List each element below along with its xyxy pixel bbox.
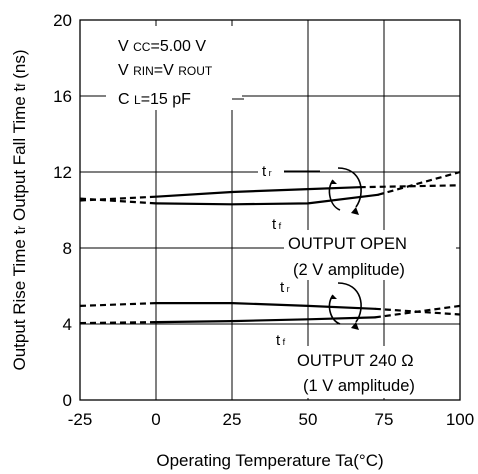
arrow-tf-open — [328, 179, 341, 211]
x-axis-title: Operating Temperature Ta(°C) — [156, 451, 383, 470]
label-bg — [272, 330, 292, 348]
x-tick-label: 75 — [375, 410, 394, 429]
series-tf-dashed-line — [374, 304, 461, 319]
x-tick-label: -25 — [68, 410, 93, 429]
plot-frame — [79, 19, 461, 401]
series-tf-solid-line — [154, 316, 376, 324]
condition-vcc: V CC=5.00 V — [118, 38, 206, 55]
y-tick-label: 8 — [63, 239, 72, 258]
y-tick-label: 16 — [53, 87, 72, 106]
y-tick-label: 0 — [63, 391, 72, 410]
arrow-tr-load — [337, 282, 362, 323]
arrowhead — [351, 207, 359, 215]
x-tick-label: 100 — [446, 410, 474, 429]
series-lines — [79, 170, 461, 325]
y-tick-label: 12 — [53, 163, 72, 182]
label-bg — [258, 160, 284, 180]
label-bg — [284, 230, 456, 280]
arrowhead — [351, 322, 359, 330]
label-bg — [270, 212, 288, 234]
condition-vrin: V RIN=V ROUT — [118, 62, 213, 79]
series-tr-dashed-line — [79, 302, 157, 307]
tf-label: t f — [276, 332, 286, 349]
series-tf-dashed-line — [79, 321, 157, 325]
x-tick-label: 25 — [223, 410, 242, 429]
tr-label: t r — [262, 163, 272, 180]
output-240-amplitude: (1 V amplitude) — [303, 377, 415, 395]
series-tr-solid-line — [154, 186, 361, 198]
series-tf-dashed-line — [377, 170, 461, 196]
condition-cl: C L=15 pF — [118, 91, 191, 108]
series-tr-solid-line — [154, 302, 376, 310]
arrow-tr-open — [337, 167, 362, 208]
tf-label: t f — [272, 216, 282, 233]
y-tick-label: 4 — [63, 315, 72, 334]
output-open-amplitude: (2 V amplitude) — [293, 261, 405, 279]
label-bg — [292, 346, 452, 398]
series-tf-solid-line — [154, 193, 379, 206]
labels — [106, 26, 456, 398]
output-open-label: OUTPUT OPEN — [288, 235, 407, 253]
y-axis-title: Output Rise Time tr Output Fall Time tf … — [10, 49, 29, 370]
output-240-label: OUTPUT 240 Ω — [297, 352, 414, 370]
tr-label: t r — [280, 279, 290, 296]
y-tick-label: 20 — [53, 11, 72, 30]
arrowhead — [330, 295, 337, 299]
series-tf-dashed-line — [79, 197, 157, 205]
arrowhead — [330, 180, 337, 184]
x-tick-label: 50 — [299, 410, 318, 429]
x-tick-label: 0 — [151, 410, 160, 429]
label-bg — [276, 277, 296, 295]
conditions-box — [106, 26, 242, 110]
annotation-arrows — [328, 167, 362, 330]
